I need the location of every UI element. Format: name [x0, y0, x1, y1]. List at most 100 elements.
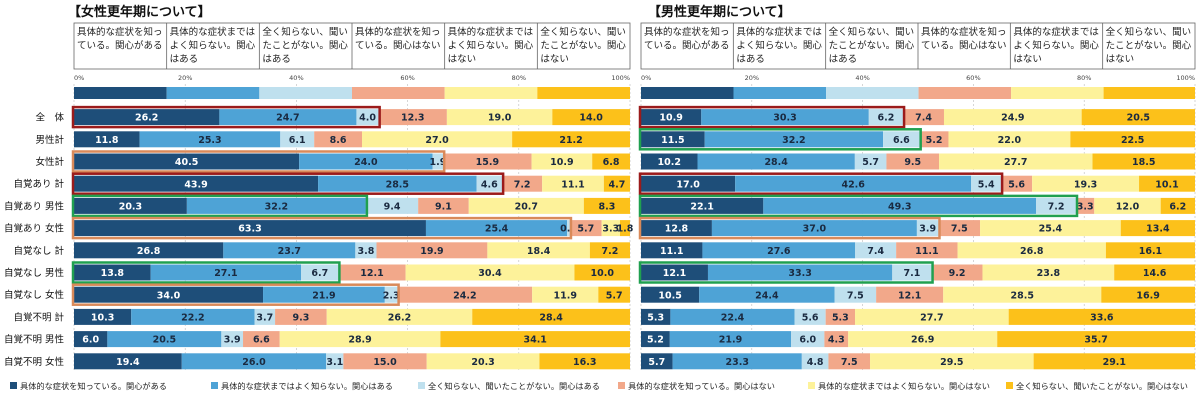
data-label: 6.8 — [603, 157, 620, 168]
bar-segment — [886, 153, 940, 170]
bar-segment — [74, 286, 264, 303]
header-category-label: はある — [736, 54, 765, 65]
data-label: 27.6 — [767, 246, 791, 257]
data-label: 9.3 — [292, 313, 309, 324]
bar-segment — [299, 153, 433, 170]
data-label: 12.1 — [360, 268, 383, 279]
header-category-label: 具体的な症状を知っ — [355, 26, 441, 38]
data-label: 30.4 — [478, 268, 502, 279]
data-label: 32.2 — [782, 135, 805, 146]
data-label: 4.0 — [359, 113, 376, 124]
x-tick-label: 20% — [745, 74, 759, 82]
data-label: 21.9 — [312, 290, 335, 301]
bar-segment — [150, 264, 302, 281]
data-label: 22.1 — [690, 202, 713, 213]
data-label: 7.2 — [602, 246, 619, 257]
header-category-label: 全く知らない、聞い — [540, 26, 626, 38]
header-category-label: 具体的な症状を知っ — [921, 26, 1007, 38]
data-label: 40.5 — [175, 157, 198, 168]
data-label: 5.3 — [647, 313, 664, 324]
chart-title: 【女性更年期について】 — [68, 4, 211, 20]
bar-segment — [589, 242, 630, 259]
x-tick-label: 0% — [74, 74, 84, 82]
bar-segment — [619, 220, 630, 237]
bar-segment — [603, 175, 630, 192]
row-label: 自覚不明 女性 — [4, 356, 65, 368]
bar-segment — [896, 242, 958, 259]
data-label: 21.9 — [719, 335, 742, 346]
data-label: 49.3 — [888, 202, 911, 213]
data-label: 11.1 — [561, 179, 584, 190]
data-label: 12.1 — [898, 290, 921, 301]
bar-segment — [263, 286, 385, 303]
data-label: 5.7 — [606, 290, 623, 301]
bar-segment — [641, 242, 703, 259]
header-category-label: 具体的な症状までは — [1013, 26, 1099, 38]
legend-swatch — [808, 382, 815, 389]
data-label: 4.8 — [807, 357, 824, 368]
header-category-label: たことがない。関心 — [540, 40, 626, 52]
bar-segment — [378, 109, 447, 126]
highlight-box — [71, 172, 505, 195]
bar-segment — [641, 308, 671, 325]
bar-segment — [502, 175, 543, 192]
row-label: 男性計 — [35, 134, 64, 146]
bar-segment — [318, 175, 477, 192]
data-label: 12.3 — [401, 113, 424, 124]
data-label: 19.3 — [1074, 179, 1097, 190]
data-label: 4.6 — [481, 179, 498, 190]
bar-segment — [670, 308, 795, 325]
bar-segment — [641, 197, 764, 214]
x-tick-label: 80% — [1077, 74, 1091, 82]
bar-segment — [916, 220, 939, 237]
data-label: 11.5 — [661, 135, 684, 146]
data-label: 17.0 — [676, 179, 700, 190]
bar-segment — [326, 353, 344, 370]
bar-segment — [186, 197, 366, 214]
data-label: 22.4 — [721, 313, 745, 324]
header-category-label: ている。関心がある — [644, 40, 730, 52]
data-label: 34.1 — [523, 335, 546, 346]
bar-segment — [532, 286, 599, 303]
row-label: 自覚あり 男性 — [4, 200, 65, 212]
data-label: 24.4 — [755, 290, 779, 301]
data-label: 9.2 — [949, 268, 966, 279]
bar-segment — [824, 331, 849, 348]
header-category-label: ている。関心はない — [355, 41, 441, 52]
bar-segment — [801, 353, 829, 370]
header-category-label: よく知らない。関心 — [1013, 40, 1099, 52]
bar-segment — [425, 220, 568, 237]
bar-segment — [641, 331, 670, 348]
data-label: 10.3 — [91, 313, 114, 324]
bar-segment — [446, 109, 553, 126]
bar-segment — [982, 264, 1115, 281]
header-category-label: はない — [448, 54, 477, 65]
data-label: 19.9 — [420, 246, 443, 257]
row-label: 女性計 — [35, 156, 64, 168]
x-tick-label: 0% — [641, 74, 651, 82]
data-label: 16.3 — [573, 357, 596, 368]
data-label: 26.0 — [242, 357, 266, 368]
legend-label: 全く知らない、聞いたことがない。関心はない — [1016, 381, 1188, 391]
data-label: 5.6 — [802, 313, 819, 324]
data-label: 26.8 — [1020, 246, 1044, 257]
bar-segment — [314, 131, 363, 148]
data-label: 28.5 — [386, 179, 409, 190]
legend-label: 具体的な症状まではよく知らない。関心はない — [818, 381, 990, 391]
x-tick-label: 60% — [966, 74, 980, 82]
legend-swatch — [418, 382, 425, 389]
data-label: 5.7 — [862, 157, 879, 168]
bar-segment — [476, 175, 503, 192]
bar-segment — [997, 331, 1195, 348]
bar-segment — [672, 353, 802, 370]
data-label: 5.7 — [648, 357, 665, 368]
data-label: 25.3 — [198, 135, 221, 146]
bar-segment — [938, 220, 981, 237]
bar-segment — [699, 286, 835, 303]
chart-panel-2: 【男性更年期について】具体的な症状を知っている。関心がある具体的な症状まではよく… — [638, 4, 1196, 372]
bar-segment — [74, 131, 140, 148]
data-label: 11.8 — [95, 135, 119, 146]
bar-segment — [704, 131, 884, 148]
data-label: 27.7 — [1004, 157, 1027, 168]
bar-segment — [243, 331, 280, 348]
